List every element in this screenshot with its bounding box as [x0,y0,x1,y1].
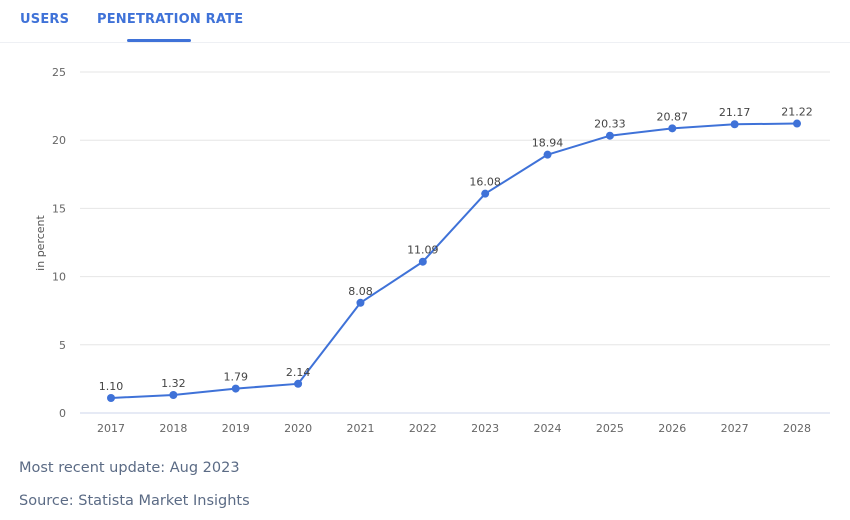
data-point [543,150,552,159]
data-label: 11.09 [407,244,439,257]
x-tick-label: 2020 [284,422,312,435]
data-point [730,120,739,129]
data-label: 16.08 [469,176,501,189]
x-tick-label: 2017 [97,422,125,435]
data-point [793,119,801,128]
series-line [110,122,798,399]
y-tick-label: 20 [52,134,66,147]
data-label: 2.14 [286,366,311,379]
y-tick-label: 25 [52,66,66,79]
y-tick-label: 5 [59,339,66,352]
x-tick-label: 2025 [596,422,624,435]
data-label: 1.79 [223,371,248,384]
data-label: 21.22 [781,106,813,119]
x-tick-label: 2028 [783,422,811,435]
data-label: 1.32 [161,377,186,390]
data-point [294,379,303,388]
tab-users[interactable]: USERS [20,12,70,27]
data-point [356,298,365,307]
data-label: 1.10 [99,380,124,393]
data-point [605,131,614,140]
data-label: 20.33 [594,118,626,131]
data-point [668,124,677,133]
data-label: 18.94 [532,137,564,150]
x-tick-label: 2019 [222,422,250,435]
data-point [231,384,240,393]
update-note: Most recent update: Aug 2023 [19,460,240,476]
y-tick-label: 10 [52,271,66,284]
x-tick-label: 2026 [658,422,686,435]
data-point [107,393,115,402]
y-tick-label: 15 [52,202,66,215]
x-tick-label: 2018 [159,422,187,435]
x-tick-label: 2023 [471,422,499,435]
data-point [169,390,178,399]
y-tick-label: 0 [59,407,66,420]
tab-bar: USERS PENETRATION RATE [0,0,850,43]
y-axis-label: in percent [34,214,47,270]
data-label: 8.08 [348,285,373,298]
tab-penetration-rate[interactable]: PENETRATION RATE [97,12,244,27]
x-tick-label: 2021 [346,422,374,435]
data-label: 20.87 [657,110,689,123]
x-tick-label: 2024 [534,422,562,435]
x-tick-label: 2022 [409,422,437,435]
source-note: Source: Statista Market Insights [19,493,250,509]
data-point [481,189,490,198]
data-point [418,257,427,266]
data-label: 21.17 [719,106,751,119]
active-tab-indicator [127,39,191,42]
x-tick-label: 2027 [721,422,749,435]
